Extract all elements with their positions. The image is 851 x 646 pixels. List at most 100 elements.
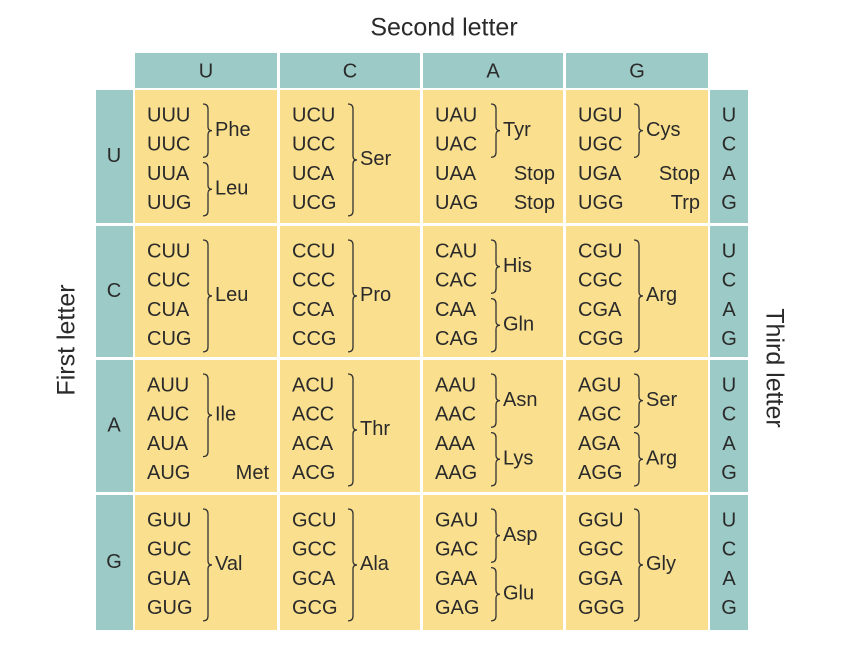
third-letter: U xyxy=(722,240,736,262)
third-letter: G xyxy=(721,328,737,350)
codon: UAA xyxy=(435,163,477,185)
brace xyxy=(633,239,644,353)
codon: UUU xyxy=(147,104,190,126)
first-letter-cell xyxy=(96,90,133,223)
codon: UCA xyxy=(292,163,335,185)
third-letter-cell xyxy=(710,495,748,630)
codon: AAC xyxy=(435,404,476,426)
codon: AAA xyxy=(435,433,476,455)
codon: CCA xyxy=(292,299,335,321)
brace xyxy=(633,373,644,428)
brace xyxy=(202,161,213,217)
codon: GCG xyxy=(292,597,338,619)
amino-acid: Met xyxy=(236,462,270,484)
codon: AUA xyxy=(147,433,189,455)
second-letter-title: Second letter xyxy=(370,14,517,42)
codon-cell xyxy=(280,226,420,357)
codon: GGC xyxy=(578,539,624,561)
amino-acid: Ser xyxy=(646,389,677,411)
codon: GGA xyxy=(578,568,623,590)
amino-acid: Glu xyxy=(503,583,534,605)
codon: AUG xyxy=(147,462,190,484)
amino-acid: Phe xyxy=(215,119,251,141)
codon: UGU xyxy=(578,104,622,126)
codon: CUU xyxy=(147,240,190,262)
codon: UCC xyxy=(292,134,335,156)
third-letter: A xyxy=(722,433,736,455)
codon-cell xyxy=(135,360,277,492)
codon: CCC xyxy=(292,270,335,292)
first-letter-title: First letter xyxy=(53,284,81,395)
codon: GGG xyxy=(578,597,625,619)
codon: CAC xyxy=(435,270,477,292)
brace xyxy=(490,239,501,294)
amino-acid: Gly xyxy=(646,553,676,575)
codon: UCG xyxy=(292,192,336,214)
codon: UUA xyxy=(147,163,190,185)
first-letter: G xyxy=(106,551,122,573)
codon-cell xyxy=(135,226,277,357)
codon: CAU xyxy=(435,240,477,262)
third-letter: A xyxy=(722,568,736,590)
codon: CAA xyxy=(435,299,477,321)
second-letter: A xyxy=(486,60,500,82)
amino-acid: Trp xyxy=(671,192,700,214)
codon: UUC xyxy=(147,134,190,156)
codon: AAU xyxy=(435,374,476,396)
third-letter: C xyxy=(722,539,736,561)
codon: GUA xyxy=(147,568,191,590)
codon: UAC xyxy=(435,134,477,156)
third-letter: A xyxy=(722,299,736,321)
codon-cell xyxy=(566,226,708,357)
amino-acid: Leu xyxy=(215,284,248,306)
amino-acid: Asn xyxy=(503,389,537,411)
codon: AUC xyxy=(147,404,189,426)
header-cell xyxy=(423,53,563,88)
third-letter-title: Third letter xyxy=(760,308,788,427)
codon: GUC xyxy=(147,539,191,561)
codon: UGC xyxy=(578,134,622,156)
first-letter-cell xyxy=(96,495,133,630)
third-letter: C xyxy=(722,404,736,426)
codon-cell xyxy=(280,90,420,223)
codon: AAG xyxy=(435,462,477,484)
codon: GUG xyxy=(147,597,193,619)
amino-acid: Arg xyxy=(646,284,677,306)
third-letter: U xyxy=(722,374,736,396)
brace xyxy=(347,103,358,217)
codon: CGG xyxy=(578,328,624,350)
amino-acid: Stop xyxy=(514,192,555,214)
first-letter-cell xyxy=(96,360,133,492)
first-letter: U xyxy=(107,145,121,167)
third-letter: G xyxy=(721,192,737,214)
codon-cell xyxy=(423,360,563,492)
amino-acid: Gln xyxy=(503,314,534,336)
codon: GAG xyxy=(435,597,479,619)
amino-acid: Arg xyxy=(646,448,677,470)
brace xyxy=(490,297,501,353)
codon: GCU xyxy=(292,509,336,531)
first-letter: A xyxy=(107,414,121,436)
second-letter: C xyxy=(343,60,357,82)
codon: CCG xyxy=(292,328,336,350)
codon: UGA xyxy=(578,163,622,185)
codon: GAC xyxy=(435,539,478,561)
third-letter: A xyxy=(722,163,736,185)
brace xyxy=(633,431,644,487)
amino-acid: Val xyxy=(215,553,242,575)
brace xyxy=(490,431,501,487)
brace xyxy=(490,373,501,428)
third-letter: G xyxy=(721,597,737,619)
codon-cell xyxy=(280,360,420,492)
brace xyxy=(490,508,501,563)
header-cell xyxy=(280,53,420,88)
brace xyxy=(202,373,213,458)
third-letter: G xyxy=(721,462,737,484)
header-cell xyxy=(135,53,277,88)
header-cell xyxy=(566,53,708,88)
codon: CUG xyxy=(147,328,191,350)
amino-acid: Tyr xyxy=(503,119,531,141)
codon: CGC xyxy=(578,270,622,292)
